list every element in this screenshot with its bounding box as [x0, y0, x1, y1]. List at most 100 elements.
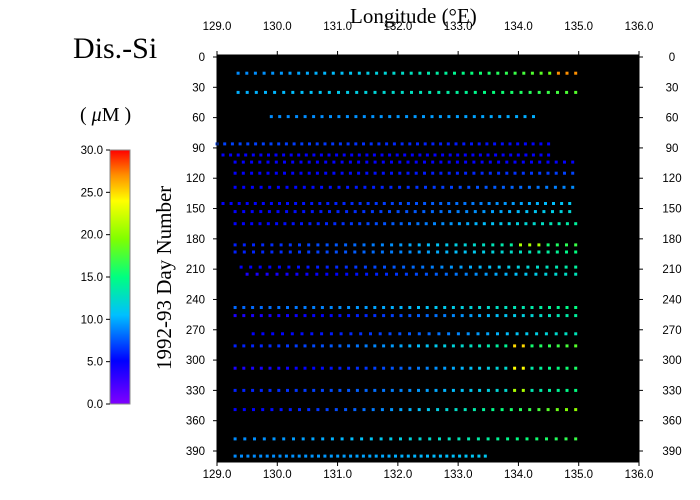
- data-point: [391, 90, 395, 94]
- data-point: [413, 115, 417, 119]
- data-point: [242, 306, 246, 309]
- data-point: [344, 265, 348, 269]
- data-point: [565, 388, 569, 392]
- data-point: [514, 272, 518, 276]
- data-point: [320, 366, 324, 370]
- data-point: [478, 314, 482, 318]
- data-point: [344, 243, 348, 247]
- data-point: [375, 272, 379, 276]
- x-tick-label-top: 136.0: [625, 21, 654, 33]
- data-point: [513, 160, 517, 164]
- data-point: [484, 185, 488, 189]
- data-point: [315, 272, 319, 276]
- data-point: [259, 185, 263, 189]
- data-point: [486, 344, 490, 348]
- colorbar-tick-label: 30.0: [81, 145, 103, 157]
- data-point: [373, 90, 377, 94]
- data-point: [560, 202, 564, 205]
- data-point: [446, 90, 450, 94]
- data-point: [390, 344, 394, 348]
- data-point: [355, 388, 359, 392]
- data-point: [417, 250, 421, 254]
- data-point: [460, 388, 464, 392]
- data-point: [447, 332, 451, 336]
- data-point: [563, 171, 566, 175]
- data-point: [417, 332, 421, 336]
- data-point: [524, 153, 528, 157]
- data-point: [464, 454, 468, 458]
- x-tick-label-top: 135.0: [564, 21, 593, 33]
- data-point: [478, 306, 482, 309]
- data-point: [463, 243, 467, 247]
- data-point: [337, 185, 341, 189]
- data-point: [399, 243, 403, 247]
- data-point: [276, 185, 280, 189]
- data-point: [294, 202, 298, 205]
- data-point: [268, 314, 272, 318]
- data-point: [250, 222, 254, 226]
- data-point: [245, 202, 249, 205]
- data-point: [410, 153, 414, 157]
- data-point: [474, 272, 478, 276]
- data-point: [336, 454, 340, 458]
- data-point: [390, 160, 393, 164]
- data-point: [503, 202, 507, 205]
- data-point: [315, 160, 319, 164]
- x-tick-label-bottom: 132.0: [384, 469, 413, 481]
- data-point: [508, 142, 512, 146]
- data-point: [451, 314, 455, 318]
- data-point: [506, 115, 510, 119]
- data-point: [493, 142, 497, 146]
- data-point: [513, 171, 517, 175]
- data-point: [292, 437, 295, 441]
- data-point: [485, 142, 489, 146]
- data-point: [417, 344, 420, 348]
- data-point: [449, 265, 453, 269]
- data-point: [546, 408, 550, 412]
- data-point: [331, 71, 335, 75]
- data-point: [451, 306, 455, 309]
- data-point: [455, 115, 459, 119]
- data-point: [542, 210, 546, 214]
- data-point: [457, 222, 461, 226]
- data-point: [515, 332, 519, 336]
- data-point: [507, 222, 511, 226]
- data-point: [320, 185, 324, 189]
- data-point: [310, 454, 314, 458]
- data-point: [295, 115, 299, 119]
- data-point: [423, 160, 426, 164]
- data-point: [437, 332, 441, 336]
- data-point: [371, 115, 375, 119]
- data-point: [252, 408, 255, 412]
- data-point: [554, 272, 558, 276]
- data-point: [519, 185, 523, 189]
- y-tick-label-left: 90: [192, 143, 205, 155]
- data-point: [340, 437, 344, 441]
- data-point: [307, 243, 311, 247]
- data-point: [286, 388, 289, 392]
- data-point: [497, 265, 501, 269]
- data-point: [509, 153, 513, 157]
- data-point: [473, 210, 477, 214]
- data-point: [418, 437, 422, 441]
- data-point: [385, 272, 388, 276]
- data-point: [259, 153, 263, 157]
- data-point: [456, 332, 460, 336]
- data-point: [521, 171, 525, 175]
- data-point: [486, 332, 490, 336]
- data-point: [388, 153, 392, 157]
- data-point: [349, 332, 353, 336]
- data-point: [373, 265, 377, 269]
- data-point: [389, 437, 393, 441]
- data-point: [279, 250, 283, 254]
- data-point: [511, 202, 515, 205]
- data-point: [505, 171, 509, 175]
- data-point: [424, 185, 427, 189]
- data-point: [279, 408, 283, 412]
- data-point: [423, 171, 426, 175]
- data-point: [269, 202, 273, 205]
- data-point: [241, 160, 245, 164]
- data-point: [233, 388, 237, 392]
- data-point: [430, 210, 434, 214]
- data-point: [559, 210, 563, 214]
